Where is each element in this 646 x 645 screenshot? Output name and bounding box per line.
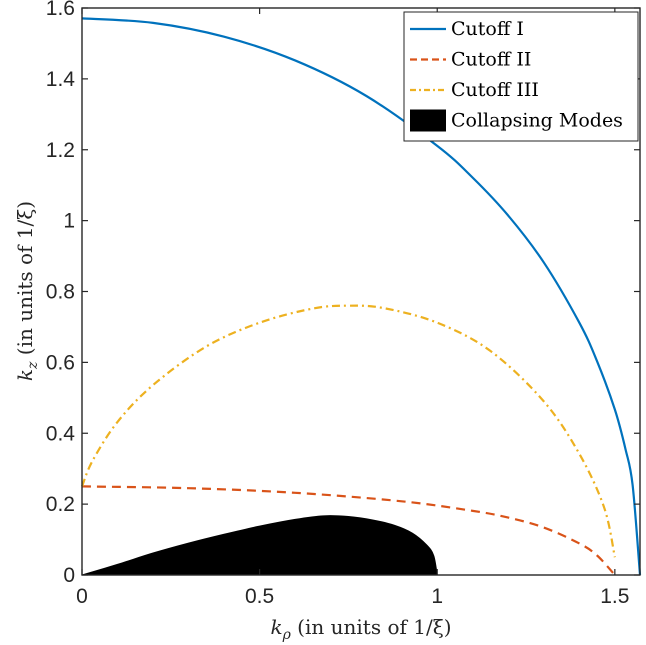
x-tick-label: 1.5 [600,585,629,608]
legend: Cutoff I Cutoff II Cutoff III Collapsing Mo… [403,11,639,142]
series-cutoff-i-line [81,17,642,576]
legend-item-cutoff-iii: Cutoff III [410,79,539,101]
y-tick-label: 1.6 [46,0,75,20]
series-cutoff-iii-line [80,304,616,558]
y-tick-label: 0.2 [46,493,75,516]
chart-marks [80,17,642,576]
x-tick-label: 0.5 [245,585,274,608]
legend-item-cutoff-ii: Cutoff II [410,49,531,71]
legend-label: Cutoff III [451,79,539,101]
axis-ticks: 0 0.5 1 1.5 0 0.2 0.4 0.6 0.8 1 1.2 1.4 1.6 [46,0,640,608]
y-tick-label: 0.8 [46,281,75,304]
y-tick-label: 0.4 [46,422,76,445]
y-tick-label: 0 [63,564,75,587]
series-collapsing-modes-area [81,515,438,576]
legend-label: Cutoff I [451,18,524,40]
x-axis-label: kρ (in units of 1/ξ) [270,615,451,643]
legend-item-cutoff-i: Cutoff I [410,18,524,40]
legend-label: Collapsing Modes [451,110,623,132]
x-tick-label: 1 [431,585,443,608]
x-tick-label: 0 [76,585,88,608]
y-tick-label: 0.6 [46,351,75,374]
y-tick-label: 1.2 [46,139,75,162]
legend-label: Cutoff II [451,49,531,71]
legend-item-collapsing-modes: Collapsing Modes [410,109,623,132]
y-tick-label: 1.4 [46,68,76,91]
series-cutoff-ii-line [81,485,616,576]
y-axis-label: kz (in units of 1/ξ) [13,201,41,381]
legend-swatch [410,109,446,132]
y-tick-label: 1 [63,210,75,233]
